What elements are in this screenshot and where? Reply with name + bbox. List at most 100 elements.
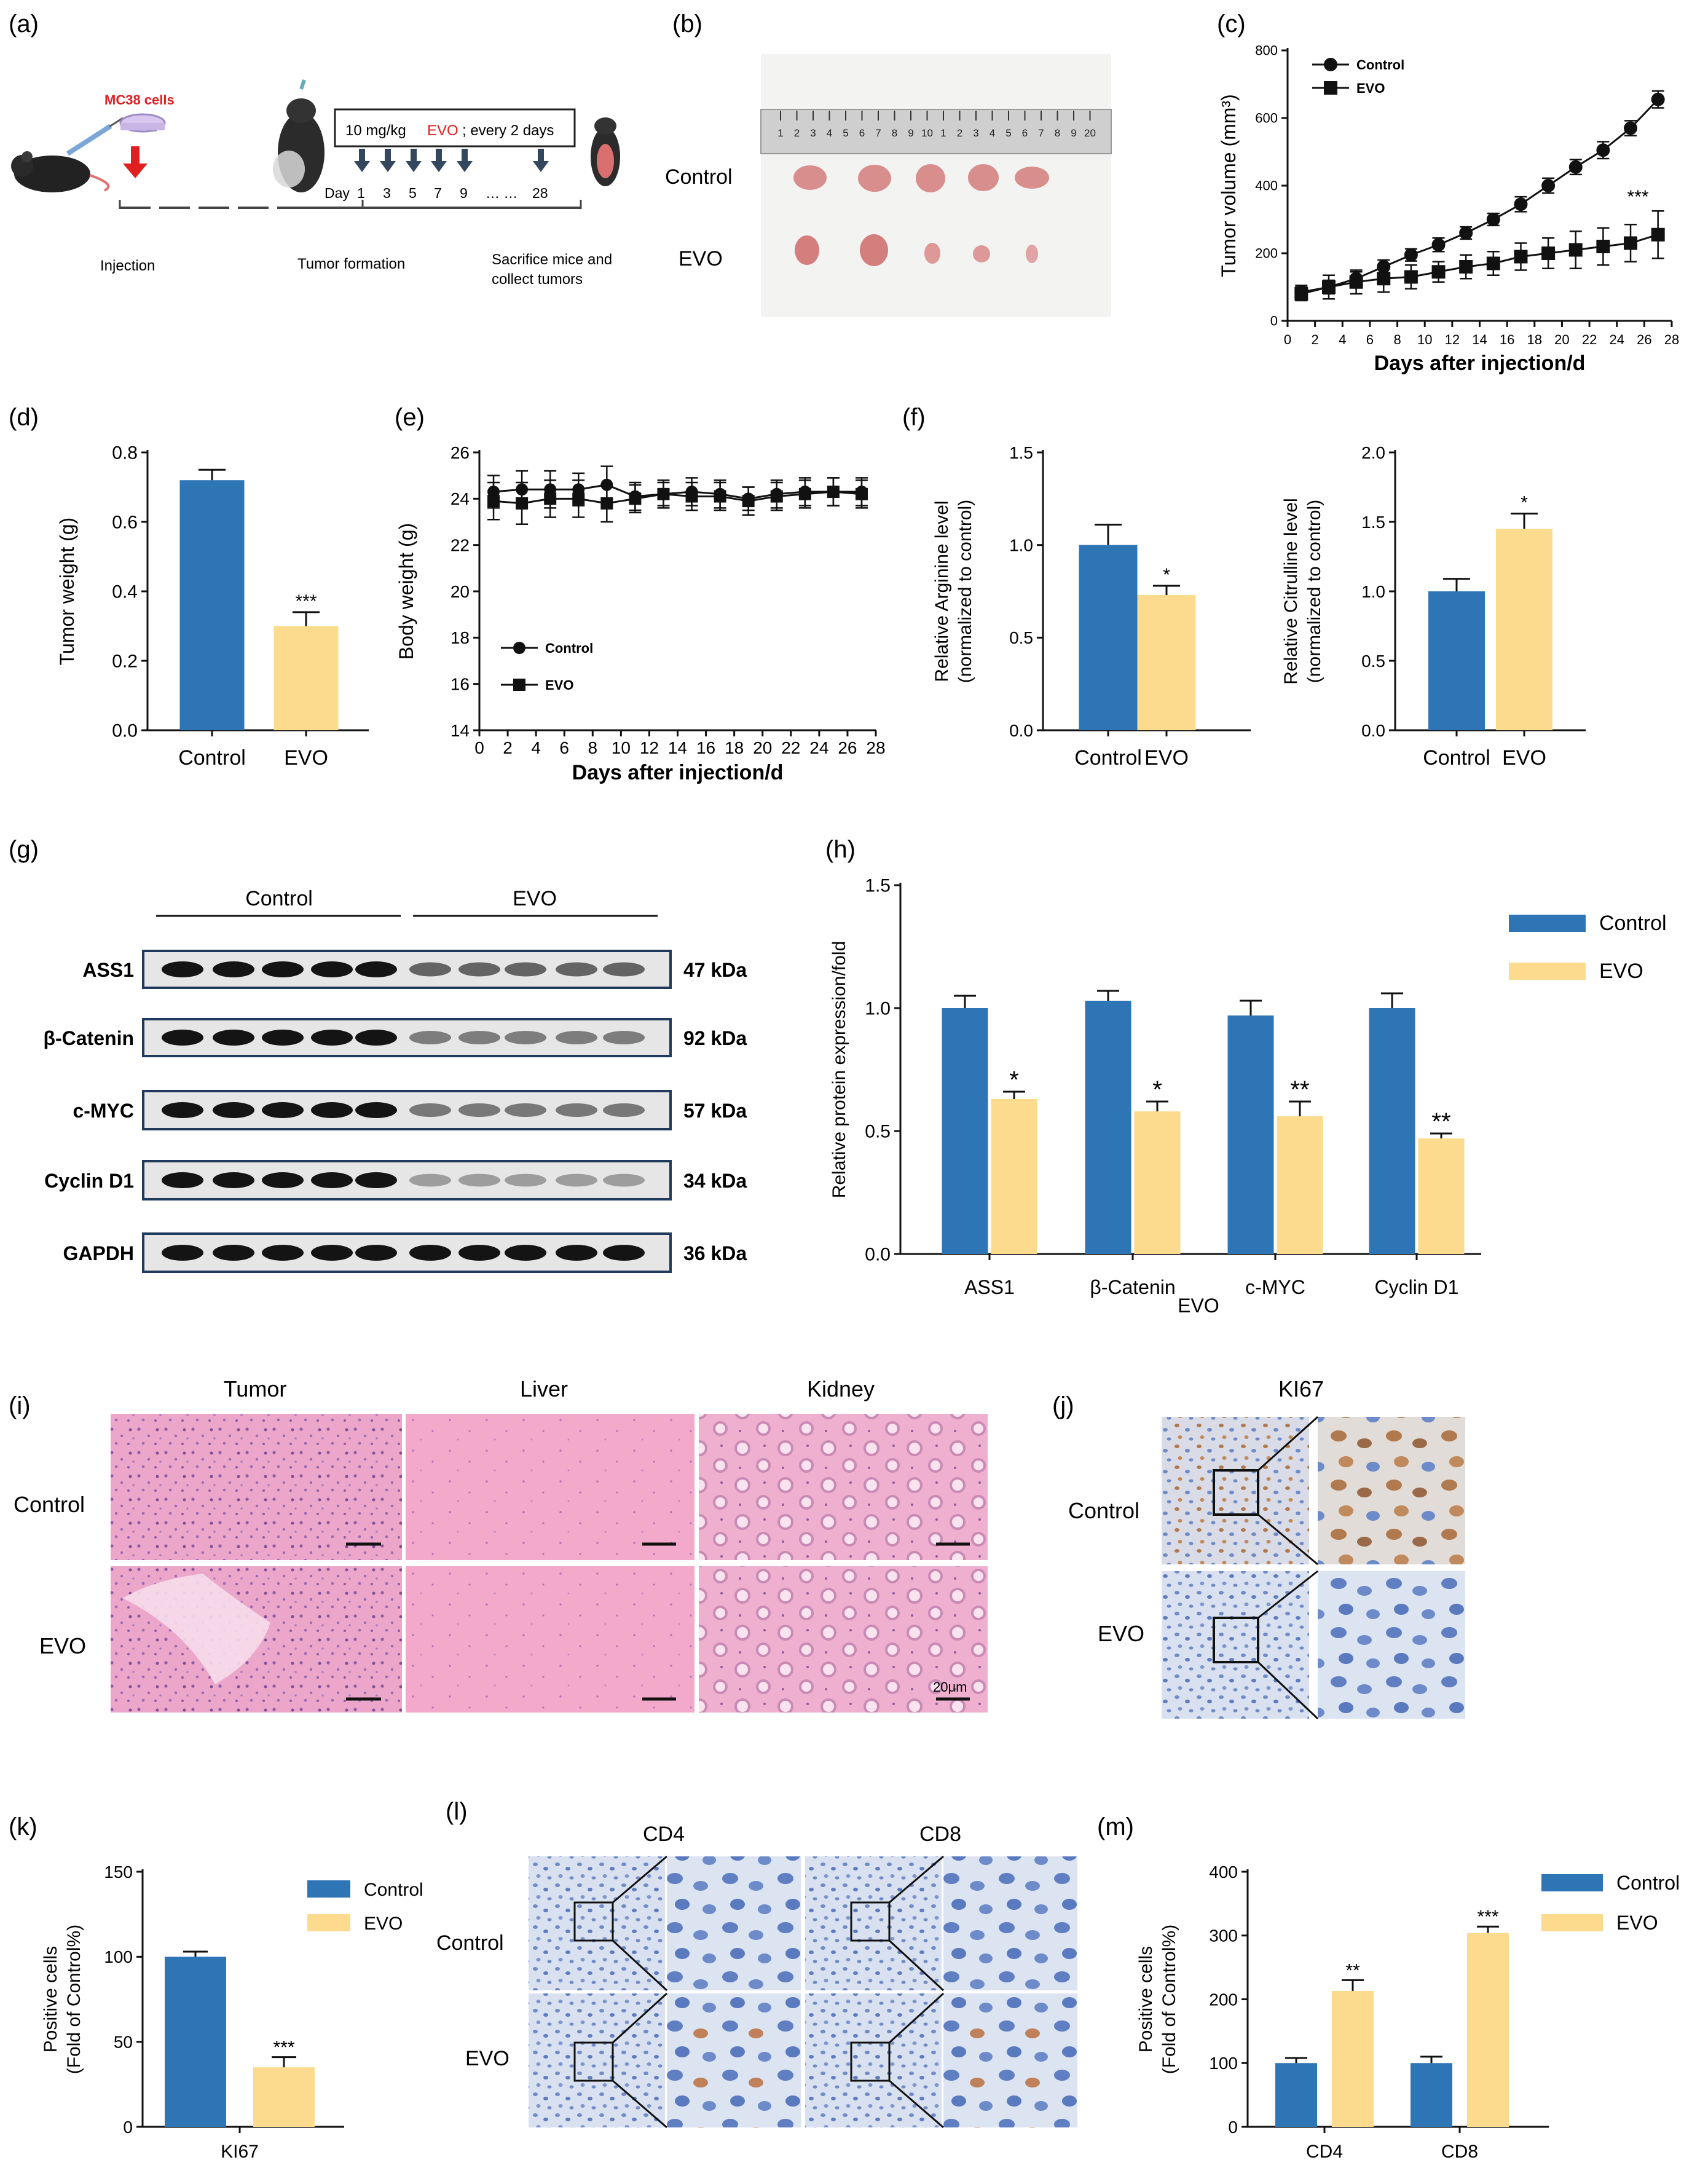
blot-band [505,1173,546,1187]
y-tick-label: 0 [1270,313,1278,329]
x-tick-label: 4 [1339,332,1346,347]
tumor-evo-3 [924,243,940,264]
data-point-evo [1596,240,1610,253]
y-tick-label: 0.0 [1361,721,1385,740]
data-point-evo [600,497,613,510]
legend-label: Control [1356,57,1404,73]
stage-tumor-formation: Tumor formation [297,256,405,272]
significance-label: ** [1431,1108,1450,1135]
bar-control-ass1 [942,1008,988,1254]
protein-label: c-MYC [73,1100,134,1122]
x-tick-label: 24 [809,738,828,757]
legend-swatch [1509,963,1586,980]
y-tick-label: 150 [104,1863,133,1882]
y-axis-label: Body weight (g) [395,523,417,660]
significance-label: ** [1290,1076,1309,1103]
zoom-box [1213,1617,1259,1663]
zoom-box [850,1901,891,1942]
size-label: 92 kDa [683,1027,747,1049]
stage-injection: Injection [100,258,155,274]
y-tick-label: 0.0 [112,721,138,741]
legend-label: EVO [545,677,573,693]
y-tick-label: 24 [451,489,470,508]
bar-evo-cmyc [1277,1116,1323,1254]
blot-band [213,1172,254,1188]
mouse-injection-icon [11,113,166,192]
data-point-evo [1514,250,1528,264]
panel-h: (h) 0.0 0.5 1.0 1.5 Relative protein express… [825,836,1667,1317]
red-down-arrow-icon [123,146,148,178]
stage-sacrifice-1: Sacrifice mice and [492,251,612,268]
zoom-line [1257,1513,1318,1566]
bar-control [179,480,245,730]
blot-band [505,1103,546,1118]
y-tick-label: 0.2 [112,652,138,672]
title-ki67: KI67 [1278,1376,1324,1401]
y-tick-label: 100 [104,1947,133,1966]
data-point-evo [1431,265,1446,279]
blot-band [311,1030,353,1046]
y-tick-label: 26 [451,443,470,462]
significance-label: *** [295,591,317,612]
legend-label: Control [1599,912,1667,935]
y-tick-label: 1.5 [1361,513,1385,532]
y-tick-label: 0.8 [112,443,138,463]
panel-g: (g) Control EVO ASS1 47 kDa β-Catenin 92 kD… [9,836,747,1273]
blot-band [262,1172,304,1188]
data-point-evo [1651,227,1665,242]
tumor-evo-4 [973,245,990,262]
group-label-evo: EVO [513,887,557,910]
ruler-tick-label: 8 [1055,127,1060,139]
data-point-control [1596,143,1610,157]
bar-evo-ki67 [253,2067,315,2127]
bar-evo-catenin [1134,1111,1181,1254]
panel-b: (b) 1 2 3 4 5 6 7 8 9 10 1 2 3 4 5 6 7 8 9 20 Control EVO [665,10,1112,317]
ruler-tick-label: 6 [1022,127,1028,139]
x-tick-label: 6 [1366,332,1374,347]
data-point-evo [629,492,642,505]
x-tick-label: 28 [1664,332,1679,347]
x-tick-label: 26 [1637,332,1651,347]
panel-f2: 0.0 0.5 1.0 1.5 2.0 Relative Citrulline level… [1281,443,1586,770]
zoom-line [888,1992,945,2044]
legend-marker [513,679,525,691]
col-label-kidney: Kidney [807,1376,875,1401]
dose-arrow-icon [533,149,549,172]
x-axis-label: Days after injection/d [572,761,784,784]
x-tick-label: Control [1423,746,1490,770]
ruler-tick-label: 1 [777,127,783,139]
ki67-evo-high [1318,1571,1465,1719]
blot-band [556,1103,597,1118]
cd4-control-high [667,1856,801,1990]
blot-band [603,1173,645,1187]
x-tick-label: EVO [1502,746,1546,770]
blot-band [409,962,451,977]
scale-bars [346,1542,970,1701]
zoom-line [889,1855,944,1904]
ruler-tick-label: 10 [921,127,933,139]
y-tick-label: 1.5 [865,876,891,896]
day-prefix: Day [325,185,350,201]
day-28: 28 [532,185,548,201]
day-5: 5 [409,185,417,201]
x-tick-label: 22 [1582,332,1597,347]
x-tick-label: Control [1074,746,1142,770]
panel-label-h: (h) [825,836,856,863]
bar-evo-cd4 [1332,1991,1374,2127]
zoom-line [1257,1416,1319,1472]
x-tick-label: CD4 [1306,2142,1343,2162]
bar-control-catenin [1085,1001,1131,1254]
panel-i: (i) Tumor Liver Kidney Control EVO 20μm [9,1376,988,1713]
row-label-control: Control [436,1931,504,1955]
x-tick-label: 6 [559,738,569,757]
day-3: 3 [383,185,391,201]
scale-bar-label: 20μm [933,1679,967,1695]
row-label-control: Control [1068,1498,1139,1523]
y-tick-label: 100 [1209,2054,1238,2073]
tumor-control-1 [793,165,827,190]
dose-arrow-icon [354,149,370,172]
ruler-tick-label: 9 [908,127,913,139]
panel-d: (d) 0.0 0.2 0.4 0.6 0.8 Tumor weight (g) Contr… [9,404,369,770]
legend-label: EVO [1616,1912,1658,1934]
protein-label: GAPDH [63,1242,134,1264]
